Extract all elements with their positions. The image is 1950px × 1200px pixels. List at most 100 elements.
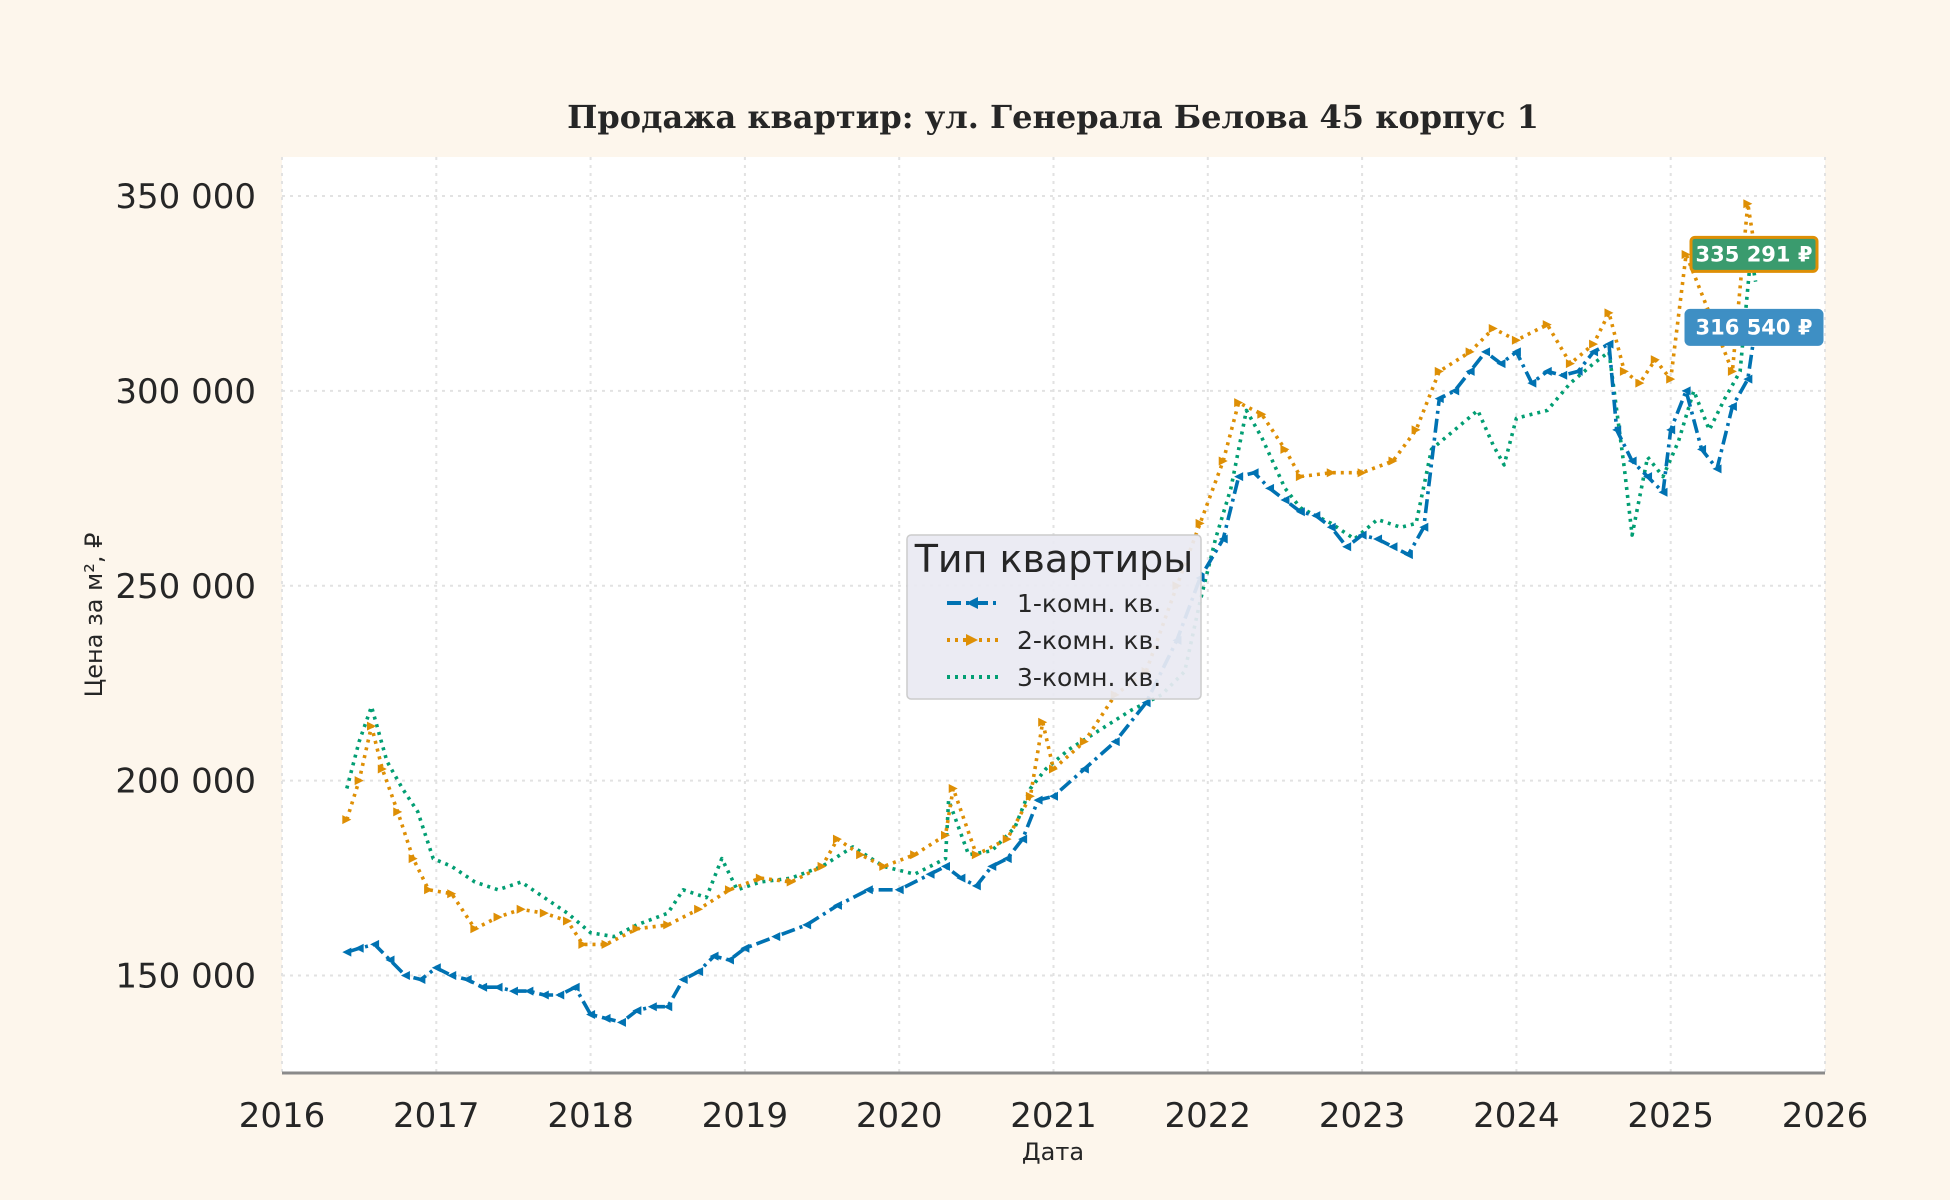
data-point bbox=[493, 912, 503, 922]
x-tick-label: 2016 bbox=[239, 1096, 326, 1136]
data-point bbox=[524, 986, 534, 996]
data-point bbox=[832, 900, 842, 910]
data-point bbox=[578, 939, 588, 949]
data-point bbox=[1025, 791, 1035, 801]
data-point bbox=[1342, 542, 1352, 552]
data-point bbox=[1373, 534, 1383, 544]
end-label-box bbox=[1689, 235, 1819, 273]
data-point bbox=[385, 955, 395, 965]
data-point bbox=[1542, 320, 1552, 330]
data-point bbox=[1280, 495, 1290, 505]
data-point bbox=[663, 920, 673, 930]
y-axis-title: Цена за м², ₽ bbox=[80, 533, 108, 698]
data-point bbox=[539, 990, 549, 1000]
x-tick-label: 2021 bbox=[1010, 1096, 1097, 1136]
series-1 bbox=[342, 321, 1761, 1027]
data-point bbox=[1002, 854, 1012, 864]
data-point bbox=[632, 924, 642, 934]
data-point bbox=[786, 877, 796, 887]
x-tick-label: 2017 bbox=[393, 1096, 480, 1136]
data-point bbox=[470, 924, 480, 934]
data-point bbox=[601, 939, 611, 949]
data-point bbox=[1403, 550, 1413, 560]
legend-marker bbox=[966, 634, 978, 646]
data-point bbox=[342, 947, 352, 957]
data-point bbox=[1038, 717, 1048, 727]
data-point bbox=[1357, 468, 1367, 478]
data-point bbox=[1542, 366, 1552, 376]
data-point bbox=[894, 885, 904, 895]
data-point bbox=[1743, 199, 1753, 209]
data-point bbox=[424, 885, 434, 895]
data-point bbox=[416, 974, 426, 984]
grid bbox=[281, 157, 1826, 1073]
data-point bbox=[755, 873, 765, 883]
data-point bbox=[393, 807, 403, 817]
chart-title: Продажа квартир: ул. Генерала Белова 45 … bbox=[567, 98, 1539, 136]
y-tick-label: 300 000 bbox=[115, 372, 256, 412]
data-point bbox=[1234, 472, 1244, 482]
data-point bbox=[1727, 366, 1737, 376]
data-point bbox=[1450, 386, 1460, 396]
data-point bbox=[1558, 370, 1568, 380]
data-point bbox=[1079, 764, 1089, 774]
data-point bbox=[400, 971, 410, 981]
data-point bbox=[987, 861, 997, 871]
y-tick-label: 200 000 bbox=[115, 762, 256, 802]
x-tick-label: 2020 bbox=[856, 1096, 943, 1136]
data-point bbox=[1018, 834, 1028, 844]
legend-title: Тип квартиры bbox=[914, 537, 1194, 581]
data-point bbox=[1434, 394, 1444, 404]
data-point bbox=[1627, 456, 1637, 466]
x-tick-label: 2023 bbox=[1319, 1096, 1406, 1136]
data-point bbox=[1357, 530, 1367, 540]
data-point bbox=[1049, 791, 1058, 801]
data-point bbox=[1257, 409, 1267, 419]
data-point bbox=[948, 783, 958, 793]
data-point bbox=[678, 974, 688, 984]
series-2 bbox=[342, 199, 1761, 949]
data-point bbox=[694, 967, 704, 977]
data-point bbox=[1295, 507, 1305, 517]
data-point bbox=[1681, 249, 1691, 259]
data-point bbox=[971, 881, 981, 891]
end-labels: 335 291 ₽ 316 540 ₽ bbox=[1684, 235, 1824, 346]
x-tick-label: 2019 bbox=[702, 1096, 789, 1136]
data-point bbox=[1218, 456, 1228, 466]
data-point bbox=[1434, 366, 1444, 376]
data-point bbox=[1218, 534, 1228, 544]
data-point bbox=[1110, 737, 1120, 747]
data-point bbox=[1141, 698, 1151, 708]
data-point bbox=[1511, 335, 1521, 345]
data-point bbox=[370, 939, 380, 949]
data-point bbox=[516, 904, 526, 914]
x-tick-label: 2024 bbox=[1473, 1096, 1560, 1136]
data-point bbox=[1565, 359, 1575, 369]
data-point bbox=[601, 1013, 611, 1023]
data-point bbox=[940, 861, 950, 871]
end-label: 316 540 ₽ bbox=[1696, 315, 1813, 339]
data-point bbox=[1388, 542, 1398, 552]
data-point bbox=[539, 908, 549, 918]
data-point bbox=[694, 904, 704, 914]
data-point bbox=[1511, 347, 1521, 357]
data-point bbox=[1643, 472, 1653, 482]
data-point bbox=[354, 776, 364, 786]
data-point bbox=[447, 889, 457, 899]
data-point bbox=[1265, 483, 1275, 493]
data-point bbox=[366, 721, 376, 731]
legend: Тип квартиры 1-комн. кв. 2-комн. кв. 3-ком… bbox=[906, 534, 1202, 700]
end-label-box bbox=[1684, 308, 1824, 346]
data-point bbox=[1650, 355, 1660, 365]
data-point bbox=[1619, 366, 1629, 376]
data-point bbox=[740, 943, 750, 953]
series-line bbox=[345, 202, 1758, 947]
data-point bbox=[1388, 456, 1398, 466]
data-point bbox=[1573, 366, 1583, 376]
data-point bbox=[1326, 522, 1336, 532]
data-point bbox=[1589, 347, 1599, 357]
data-point bbox=[925, 869, 935, 879]
data-point bbox=[1033, 795, 1043, 805]
series-layer bbox=[342, 199, 1761, 1027]
data-point bbox=[1419, 522, 1429, 532]
